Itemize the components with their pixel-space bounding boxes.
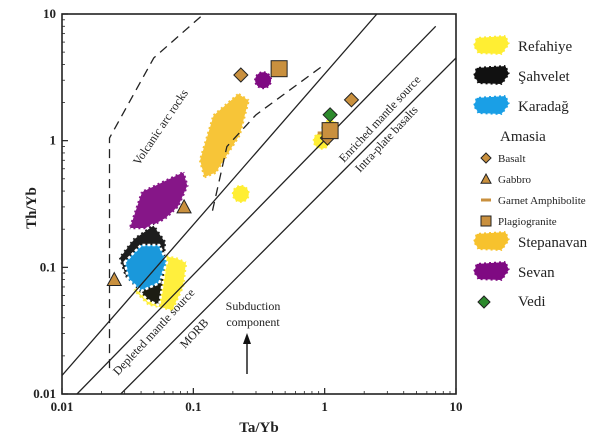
legend-marker-garnet-amphibolite bbox=[481, 198, 491, 202]
subduction-arrow-head bbox=[243, 333, 251, 344]
legend-label-gabbro: Gabbro bbox=[498, 174, 531, 186]
legend-label-basalt: Basalt bbox=[498, 153, 526, 165]
point-plagiogranite-1 bbox=[321, 122, 339, 140]
legend: Refahiye Şahvelet Karadağ Amasia Basalt Gabbr… bbox=[471, 33, 588, 310]
y-axis-title: Th/Yb bbox=[24, 187, 40, 229]
mantle-array-middle-line bbox=[76, 25, 437, 394]
legend-swatch-stepanavan bbox=[471, 229, 512, 253]
x-tick-label-1: 1 bbox=[321, 399, 328, 414]
legend-heading-amasia: Amasia bbox=[500, 129, 546, 145]
y-tick-label-1: 1 bbox=[50, 133, 57, 148]
point-plagiogranite-0 bbox=[270, 60, 288, 78]
plot-area bbox=[62, 14, 456, 394]
arc-boundary-left-line bbox=[108, 14, 205, 369]
region-sevan bbox=[127, 169, 190, 231]
x-tick-label-0-1: 0.1 bbox=[185, 399, 201, 414]
legend-swatch-sahvelet bbox=[471, 63, 512, 87]
legend-label-sahvelet: Şahvelet bbox=[518, 69, 570, 85]
plot-frame bbox=[61, 13, 457, 395]
point-gabbro-1 bbox=[176, 198, 192, 214]
x-axis-title: Ta/Yb bbox=[239, 420, 278, 436]
reference-lines bbox=[62, 14, 456, 394]
arc-boundary-right-line bbox=[211, 63, 326, 211]
legend-marker-vedi bbox=[477, 295, 491, 309]
data-points bbox=[106, 60, 360, 287]
legend-marker-plagiogranite bbox=[480, 215, 492, 227]
axis-ticks: 0.01 0.1 1 10 0.01 0.1 1 10 bbox=[33, 6, 462, 414]
y-tick-label-10: 10 bbox=[43, 6, 56, 21]
legend-marker-gabbro bbox=[480, 172, 492, 184]
field-regions bbox=[117, 70, 341, 313]
legend-label-stepanavan: Stepanavan bbox=[518, 235, 588, 251]
legend-label-garnet-amphibolite: Garnet Amphibolite bbox=[498, 195, 586, 207]
region-karadag bbox=[123, 243, 169, 293]
mantle-array-lower-line bbox=[120, 57, 456, 394]
legend-label-sevan: Sevan bbox=[518, 265, 555, 281]
point-basalt-1 bbox=[343, 92, 360, 108]
legend-label-karadag: Karadağ bbox=[518, 99, 569, 115]
legend-label-plagiogranite: Plagiogranite bbox=[498, 216, 557, 228]
x-tick-label-10: 10 bbox=[450, 399, 463, 414]
region-stepanavan bbox=[197, 91, 252, 181]
label-subduction-line1: Subduction bbox=[226, 299, 281, 313]
legend-swatch-sevan bbox=[471, 259, 512, 283]
point-basalt-0 bbox=[233, 67, 249, 83]
legend-label-refahiye: Refahiye bbox=[518, 39, 572, 55]
legend-label-vedi: Vedi bbox=[518, 294, 546, 310]
legend-swatch-refahiye bbox=[471, 33, 512, 57]
y-tick-label-0-1: 0.1 bbox=[40, 259, 56, 274]
mantle-array-upper-line bbox=[62, 14, 378, 376]
y-tick-label-0-01: 0.01 bbox=[33, 386, 56, 401]
x-tick-label-0-01: 0.01 bbox=[51, 399, 74, 414]
legend-marker-basalt bbox=[480, 152, 492, 164]
blob-sevan-0 bbox=[253, 70, 274, 91]
blob-refahiye-1 bbox=[230, 183, 251, 204]
label-volcanic-arc: Volcanic arc rocks bbox=[130, 86, 191, 167]
point-gabbro-0 bbox=[106, 271, 123, 287]
point-vedi-0 bbox=[322, 107, 338, 123]
label-subduction-line2: component bbox=[226, 315, 280, 329]
legend-swatch-karadag bbox=[471, 93, 512, 117]
